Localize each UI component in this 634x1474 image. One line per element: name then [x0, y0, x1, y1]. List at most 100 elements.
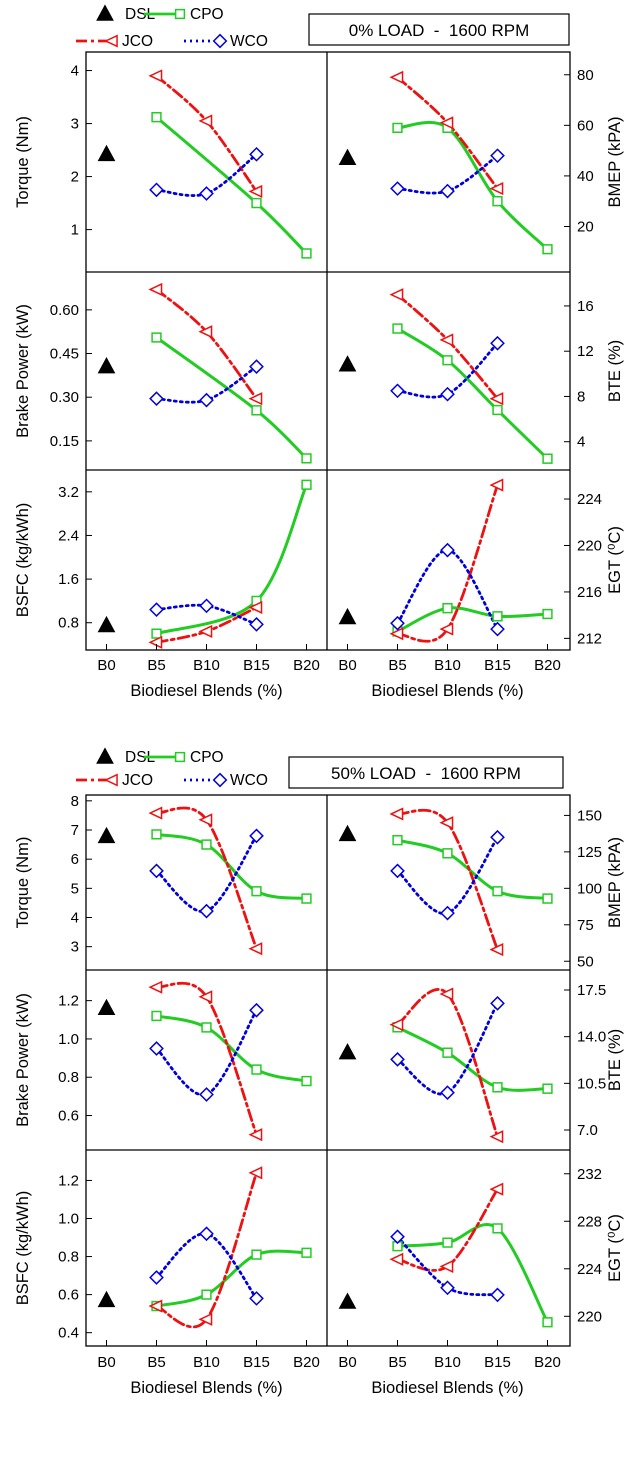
data-point-jco	[198, 624, 213, 638]
series-line-jco	[155, 288, 258, 401]
y-axis-label: Torque (Nm)	[14, 837, 32, 929]
data-point-cpo	[201, 1289, 212, 1300]
y-tick-label: 228	[577, 1213, 602, 1230]
data-point-dsl	[338, 1292, 357, 1309]
data-point-jco	[389, 1018, 404, 1032]
y-tick-label: 6	[71, 851, 79, 868]
legend-label-wco: WCO	[230, 33, 268, 50]
y-tick-label: 16	[577, 298, 594, 315]
data-point-dsl	[338, 607, 357, 625]
data-point-wco	[199, 186, 214, 201]
series-line-cpo	[155, 483, 308, 636]
data-point-wco	[149, 602, 164, 617]
data-point-jco	[489, 1182, 504, 1196]
data-point-wco	[440, 1085, 455, 1101]
x-tick-label: B20	[534, 1354, 561, 1371]
data-point-cpo	[301, 479, 312, 490]
panel-row1-left: 1 2 3 4 Torque (Nm)	[14, 63, 312, 259]
data-point-jco	[248, 392, 263, 406]
data-point-dsl	[338, 355, 357, 372]
y-tick-label: 232	[577, 1166, 602, 1183]
data-point-cpo	[492, 196, 503, 207]
data-point-dsl	[97, 357, 116, 374]
panel-row1-left: 3 4 5 6 7 8 Torque (Nm)	[14, 793, 312, 956]
y-tick-label: 0.6	[58, 1108, 79, 1125]
data-point-cpo	[392, 835, 403, 846]
data-point-cpo	[251, 886, 262, 897]
y-tick-label: 8	[71, 793, 79, 810]
series-line-cpo	[155, 1249, 308, 1308]
x-tick-label: B15	[484, 657, 511, 674]
data-point-cpo	[442, 1237, 453, 1248]
data-point-jco	[148, 980, 163, 994]
x-tick-label: B10	[193, 1354, 220, 1371]
legend-label-jco: JCO	[122, 772, 153, 789]
data-point-wco	[440, 183, 455, 199]
data-point-wco	[490, 995, 505, 1011]
y-tick-label: 0.8	[58, 1069, 79, 1086]
x-tick-label: B5	[388, 1354, 406, 1371]
y-tick-label: 0.45	[50, 346, 79, 363]
data-point-wco	[490, 829, 505, 845]
panel-row3-right: 220 224 228 232 EGT (⁰C)	[338, 1166, 624, 1328]
data-point-wco	[440, 386, 455, 402]
x-tick-label: B0	[338, 657, 356, 674]
data-point-cpo	[301, 1247, 312, 1258]
y-axis-label: BTE (%)	[606, 1029, 624, 1091]
panel-row2-right: 7.0 10.5 14.0 17.5 BTE (%)	[338, 982, 624, 1144]
data-point-cpo	[151, 332, 162, 343]
legend-marker-cpo	[174, 8, 186, 20]
data-point-wco	[149, 1270, 164, 1285]
data-point-cpo	[251, 1249, 262, 1260]
data-point-cpo	[542, 1317, 553, 1328]
y-tick-label: 1.0	[58, 1031, 79, 1048]
y-tick-label: 1.2	[58, 1172, 79, 1189]
y-tick-label: 80	[577, 67, 594, 84]
legend-label-dsl: DSL	[125, 749, 156, 766]
data-point-cpo	[251, 405, 262, 416]
data-point-jco	[148, 806, 163, 820]
x-axis-label: Biodiesel Blends (%)	[371, 682, 523, 700]
y-tick-label: 3.2	[58, 484, 79, 501]
x-tick-label: B20	[293, 1354, 320, 1371]
series-line-cpo	[396, 1223, 549, 1324]
data-point-wco	[390, 181, 405, 196]
y-tick-label: 1.2	[58, 993, 79, 1010]
data-point-jco	[248, 600, 263, 614]
data-point-jco	[439, 622, 454, 636]
condition-box	[308, 13, 570, 46]
legend-label-jco: JCO	[122, 33, 153, 50]
condition-label: 0% LOAD - 1600 RPM	[349, 21, 529, 40]
data-point-wco	[490, 148, 505, 164]
data-point-jco	[148, 282, 163, 297]
data-point-wco	[149, 863, 164, 879]
data-point-wco	[440, 542, 455, 558]
data-point-jco	[198, 990, 213, 1004]
data-point-jco	[148, 1299, 163, 1313]
data-point-wco	[390, 615, 405, 631]
legend-label-cpo: CPO	[190, 6, 224, 23]
data-point-jco	[439, 987, 454, 1001]
y-tick-label: 1.0	[58, 1211, 79, 1228]
data-point-cpo	[392, 122, 403, 134]
series-line-jco	[396, 988, 499, 1139]
data-point-wco	[390, 383, 405, 399]
data-point-cpo	[492, 1223, 503, 1234]
data-point-wco	[199, 903, 214, 919]
y-tick-label: 40	[577, 168, 594, 185]
panel-row3-left: 0.4 0.6 0.8 1.0 1.2 BSFC (kg/kWh)	[14, 1166, 312, 1342]
series-line-cpo	[396, 327, 549, 461]
x-tick-label: B5	[388, 657, 406, 674]
y-tick-label: 12	[577, 343, 594, 360]
data-point-jco	[389, 70, 404, 84]
data-point-wco	[390, 863, 405, 879]
legend-label-cpo: CPO	[190, 749, 224, 766]
y-axis-label: Brake Power (kW)	[14, 304, 32, 438]
x-tick-label: B10	[434, 1354, 461, 1371]
x-tick-label: B5	[147, 657, 165, 674]
legend-label-dsl: DSL	[125, 6, 156, 23]
y-tick-label: 2	[71, 169, 79, 186]
data-point-cpo	[392, 323, 403, 334]
data-point-cpo	[201, 839, 212, 850]
panel-row2-left: 0.6 0.8 1.0 1.2 Brake Power (kW)	[14, 980, 312, 1142]
